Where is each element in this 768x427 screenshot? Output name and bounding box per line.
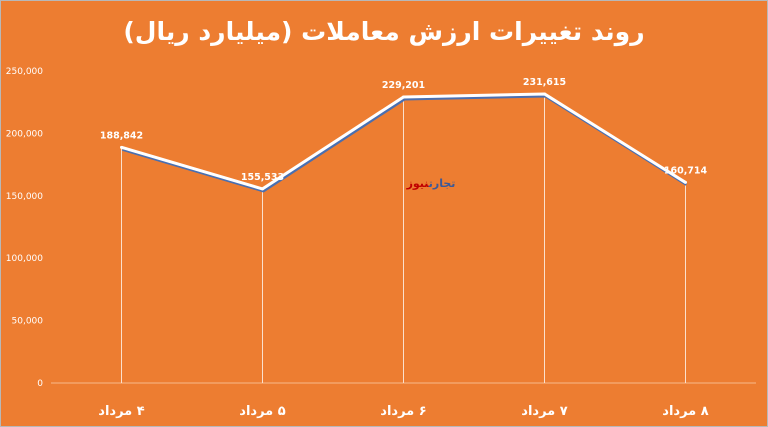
data-point [261, 187, 264, 191]
data-label: 231,615 [523, 77, 566, 88]
y-tick-label: 200,000 [6, 129, 43, 139]
x-tick-label: ۷ مرداد [521, 404, 567, 419]
data-point [684, 180, 687, 184]
x-tick-label: ۸ مرداد [662, 404, 708, 419]
data-point [402, 95, 405, 99]
y-tick-label: 0 [37, 379, 43, 389]
data-point [120, 145, 123, 149]
watermark-part1: تجارت [428, 177, 456, 190]
y-tick-label: 50,000 [12, 317, 44, 327]
watermark-part2: نیوز [406, 177, 430, 190]
data-label: 188,842 [100, 130, 143, 141]
x-tick-label: ۶ مرداد [380, 404, 426, 419]
data-label: 160,714 [664, 165, 708, 176]
chart-title: روند تغییرات ارزش معاملات (میلیارد ریال) [123, 17, 645, 46]
watermark-logo: تجارتنیوز [406, 177, 456, 190]
data-point [543, 92, 546, 96]
series-line-shadow [122, 94, 688, 193]
y-tick-label: 150,000 [6, 192, 43, 202]
y-tick-label: 100,000 [6, 254, 43, 264]
x-tick-label: ۵ مرداد [239, 404, 285, 419]
data-label: 155,533 [241, 172, 284, 183]
x-tick-label: ۴ مرداد [98, 404, 144, 419]
y-tick-label: 250,000 [6, 67, 43, 77]
data-label: 229,201 [382, 80, 425, 91]
